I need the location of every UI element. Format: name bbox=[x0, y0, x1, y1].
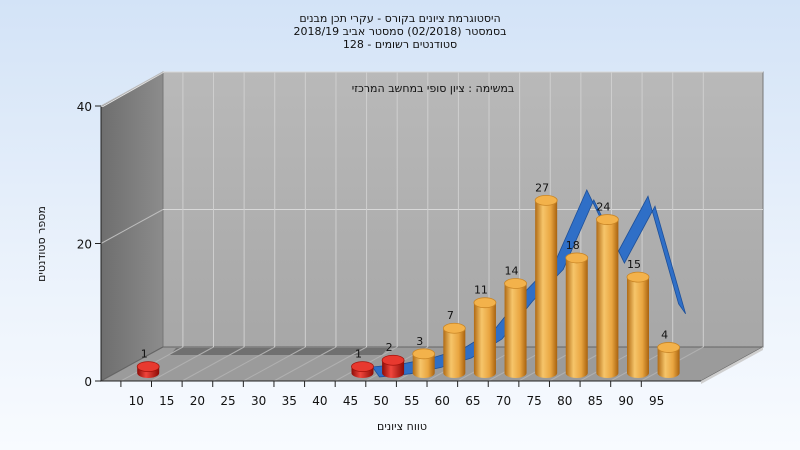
bar: 3 bbox=[412, 335, 436, 378]
bar-body bbox=[443, 328, 466, 378]
gridline-side bbox=[100, 209, 164, 244]
bar-body bbox=[596, 219, 619, 378]
x-tick-label: 40 bbox=[312, 394, 327, 408]
bar-value-label: 4 bbox=[661, 328, 668, 341]
y-tick-label: 0 bbox=[84, 375, 92, 389]
bar-value-label: 18 bbox=[566, 239, 580, 252]
x-axis: 10 15 20 25 30 35 40 45 50 55 60 65 70 75 80 85 90 95 bbox=[101, 380, 701, 408]
gridline-floor bbox=[273, 346, 337, 382]
x-tick-label: 75 bbox=[527, 394, 542, 408]
bar: 2 bbox=[381, 341, 405, 378]
bar: 4 bbox=[657, 328, 681, 378]
top-edge bbox=[101, 72, 165, 107]
x-tick-label: 25 bbox=[220, 394, 235, 408]
bar: 14 bbox=[504, 264, 527, 378]
x-tick-label: 55 bbox=[404, 394, 419, 408]
bar-value-label: 1 bbox=[355, 348, 362, 361]
bar-body bbox=[565, 257, 588, 378]
chart-title-line-2: בסמסטר (02/2018) סמסטר אביב 2018/19 bbox=[293, 25, 506, 38]
bar-value-label: 15 bbox=[627, 258, 641, 271]
bar-value-label: 11 bbox=[474, 284, 488, 297]
bar-cap bbox=[657, 342, 681, 353]
bar-body bbox=[657, 347, 680, 378]
x-tick-label: 50 bbox=[373, 394, 388, 408]
bar-body bbox=[504, 283, 527, 378]
x-tick-label: 15 bbox=[159, 394, 174, 408]
bar-cap bbox=[351, 361, 374, 373]
bar-cap bbox=[442, 322, 466, 334]
bar-value-label: 2 bbox=[386, 341, 393, 354]
bar-value-label: 1 bbox=[141, 348, 148, 361]
x-tick-label: 45 bbox=[343, 394, 358, 408]
bar-cap bbox=[504, 278, 527, 289]
gridline-floor bbox=[151, 346, 214, 382]
bar-cap bbox=[473, 297, 497, 309]
bar-body bbox=[473, 302, 496, 378]
bar-value-label: 7 bbox=[447, 309, 454, 322]
bar-cap bbox=[534, 194, 558, 206]
bar-body bbox=[627, 277, 649, 378]
x-tick-label: 35 bbox=[282, 394, 297, 408]
x-tick-label: 70 bbox=[496, 394, 511, 408]
x-axis-label: טווח ציונים bbox=[377, 420, 427, 433]
bar-cap bbox=[412, 348, 436, 360]
bar-body bbox=[535, 200, 558, 378]
bar-cap bbox=[595, 214, 619, 225]
gridline-floor bbox=[304, 346, 367, 382]
bar-cap bbox=[626, 271, 650, 283]
bar-value-label: 24 bbox=[596, 201, 610, 214]
y-axis: 0 20 40 bbox=[77, 100, 102, 389]
x-tick-label: 20 bbox=[190, 394, 205, 408]
bar: 24 bbox=[595, 201, 619, 378]
empty-range-shadow bbox=[170, 348, 388, 355]
x-tick-label: 95 bbox=[649, 394, 664, 408]
bar: 15 bbox=[626, 258, 650, 378]
chart-title-line-1: היסטוגרמת ציונים בקורס - עקרי תכן מבנים bbox=[299, 12, 500, 25]
x-tick-label: 60 bbox=[435, 394, 450, 408]
bar-value-label: 14 bbox=[505, 264, 519, 277]
y-tick-label: 40 bbox=[77, 100, 92, 114]
y-axis-label: מספר סטודנטים bbox=[35, 206, 48, 282]
gridline-side bbox=[100, 71, 164, 107]
bar-cap bbox=[565, 252, 589, 264]
gridline-floor bbox=[243, 346, 306, 382]
bar: 1 bbox=[351, 348, 374, 378]
bar: 7 bbox=[442, 309, 466, 378]
x-tick-label: 30 bbox=[251, 394, 266, 408]
bar: 27 bbox=[534, 181, 558, 378]
chart-title-line-3: סטודנטים רשומים - 128 bbox=[343, 38, 457, 51]
x-tick-label: 90 bbox=[618, 394, 633, 408]
gridline-floor bbox=[181, 346, 245, 382]
gridline-floor bbox=[212, 346, 275, 382]
bar-cap bbox=[136, 361, 160, 373]
right-edge bbox=[701, 347, 763, 384]
x-tick-label: 80 bbox=[557, 394, 572, 408]
bar-value-label: 27 bbox=[535, 181, 549, 194]
x-tick-label: 85 bbox=[588, 394, 603, 408]
bar-cap bbox=[381, 354, 405, 366]
bar: 11 bbox=[473, 284, 497, 378]
bar: 1 bbox=[136, 348, 160, 378]
chart-annotation: במשימה : ציון סופי במחשב המרכזי bbox=[352, 82, 515, 95]
y-tick-label: 20 bbox=[77, 238, 92, 252]
x-tick-label: 65 bbox=[465, 394, 480, 408]
bar-body bbox=[412, 353, 435, 378]
bar: 18 bbox=[565, 239, 589, 378]
bar-value-label: 3 bbox=[416, 335, 423, 348]
x-tick-label: 10 bbox=[129, 394, 144, 408]
